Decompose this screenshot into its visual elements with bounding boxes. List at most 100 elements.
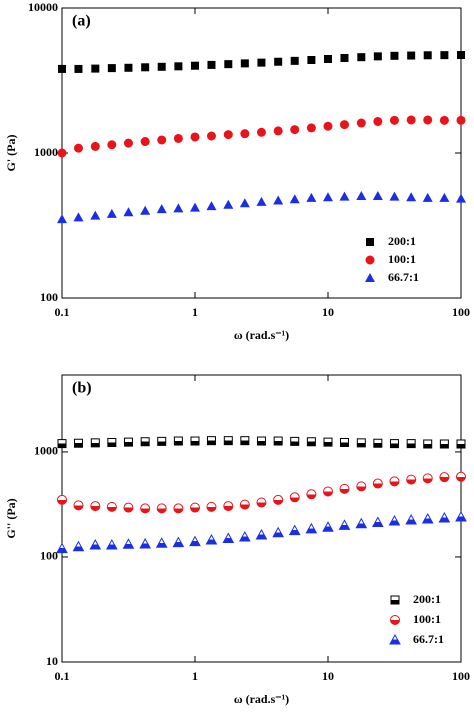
marker: [439, 115, 449, 125]
marker: [190, 132, 200, 142]
marker: [173, 203, 184, 213]
legend-marker: [365, 255, 375, 265]
marker: [157, 436, 167, 446]
marker: [172, 536, 185, 548]
marker: [73, 212, 84, 222]
marker: [91, 64, 100, 73]
x-tick-label: 1: [192, 669, 198, 683]
marker: [306, 437, 316, 447]
marker: [322, 521, 334, 532]
marker: [206, 436, 216, 446]
marker: [355, 517, 368, 529]
panel-label: (b): [72, 380, 92, 397]
marker: [439, 472, 450, 483]
marker: [406, 115, 416, 125]
marker: [456, 439, 466, 449]
legend-label: 100:1: [388, 252, 416, 266]
marker: [140, 137, 150, 147]
marker: [339, 120, 349, 130]
marker: [423, 439, 433, 449]
marker: [57, 494, 67, 505]
marker: [90, 210, 101, 220]
marker: [356, 191, 367, 201]
marker: [239, 198, 250, 208]
marker: [456, 115, 466, 125]
marker: [90, 438, 100, 448]
marker: [156, 503, 167, 514]
marker: [58, 64, 66, 73]
marker: [423, 115, 433, 125]
marker: [73, 500, 84, 511]
marker: [273, 195, 284, 205]
marker: [273, 494, 284, 505]
marker: [439, 439, 449, 449]
marker: [338, 519, 351, 530]
marker: [140, 437, 150, 447]
marker: [238, 530, 251, 542]
y-tick-label: 100: [40, 290, 58, 304]
marker: [256, 127, 266, 137]
marker: [356, 438, 366, 448]
legend-marker: [365, 273, 375, 282]
marker: [389, 191, 400, 201]
marker: [306, 192, 317, 202]
x-tick-label: 1: [192, 305, 198, 319]
marker: [372, 191, 383, 201]
marker: [240, 436, 250, 446]
marker: [256, 497, 267, 508]
marker: [224, 60, 233, 69]
marker: [256, 196, 267, 206]
y-tick-label: 1000: [34, 444, 58, 458]
marker: [323, 192, 333, 202]
marker: [239, 499, 250, 510]
legend-label: 66.7:1: [388, 270, 419, 284]
marker: [107, 437, 117, 447]
marker: [122, 538, 135, 549]
marker: [274, 57, 283, 66]
legend-marker: [390, 615, 400, 625]
marker: [223, 501, 234, 512]
marker: [90, 141, 100, 151]
legend-label: 100:1: [413, 612, 441, 626]
marker: [240, 59, 249, 68]
x-tick-label: 100: [452, 669, 470, 683]
marker: [324, 54, 332, 63]
marker: [440, 51, 449, 60]
marker: [173, 503, 184, 514]
x-tick-label: 10: [322, 669, 334, 683]
marker: [390, 51, 399, 60]
marker: [139, 537, 152, 549]
marker: [289, 492, 300, 503]
marker: [222, 532, 235, 543]
marker: [456, 471, 466, 482]
marker: [157, 62, 166, 71]
marker: [272, 526, 285, 538]
legend-label: 66.7:1: [413, 632, 444, 646]
marker: [288, 524, 301, 536]
marker: [455, 510, 467, 522]
legend-label: 200:1: [388, 234, 416, 248]
marker: [257, 58, 266, 67]
plot-frame: [61, 374, 462, 663]
marker: [290, 125, 300, 135]
marker: [207, 60, 216, 69]
legend-marker: [389, 633, 401, 645]
marker: [223, 130, 233, 140]
legend-marker: [390, 595, 400, 605]
marker: [106, 208, 117, 218]
marker: [89, 538, 102, 550]
marker: [373, 52, 382, 61]
marker: [240, 129, 250, 139]
marker: [255, 528, 268, 540]
marker: [273, 126, 283, 136]
marker: [56, 542, 68, 554]
x-axis-label: ω (rad.s⁻¹): [234, 692, 289, 706]
marker: [157, 135, 167, 145]
marker: [72, 540, 85, 552]
marker: [356, 481, 367, 492]
marker: [123, 138, 133, 148]
marker: [256, 436, 266, 446]
y-axis-label: G' (Pa): [4, 135, 18, 172]
marker: [422, 473, 433, 484]
marker: [190, 436, 200, 446]
